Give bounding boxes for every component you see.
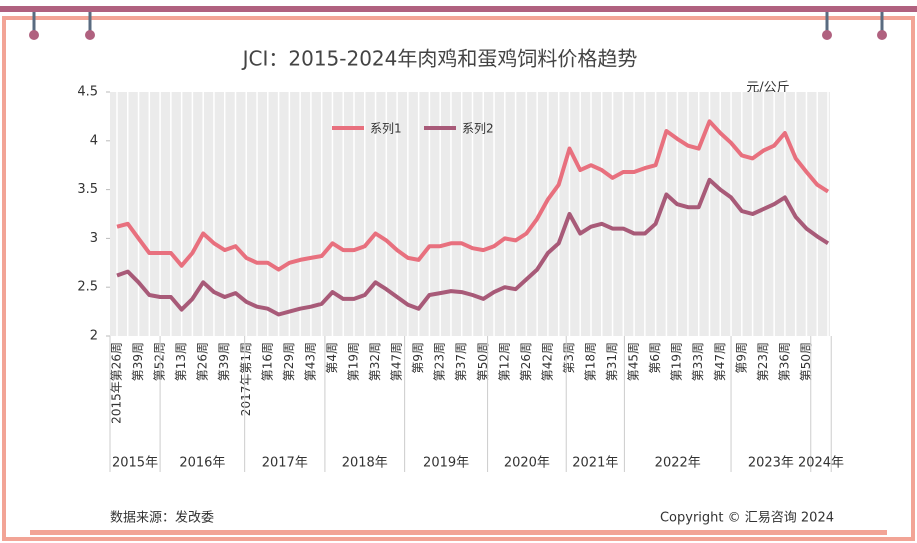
x-group-label: 2024年 — [798, 456, 844, 471]
x-tick-label: 第18周 — [584, 342, 598, 381]
chart-title: JCI：2015-2024年肉鸡和蛋鸡饲料价格趋势 — [241, 47, 638, 71]
x-tick-label: 第13周 — [174, 342, 188, 381]
x-tick-label: 第16周 — [260, 342, 274, 381]
y-tick-label: 2.5 — [77, 280, 98, 295]
x-group-label: 2017年 — [262, 456, 308, 471]
x-group-label: 2022年 — [655, 456, 701, 471]
x-tick-label: 第31周 — [605, 342, 619, 381]
source: 数据来源：发改委 — [110, 510, 214, 526]
y-tick-label: 3 — [90, 231, 98, 246]
legend-label: 系列1 — [370, 122, 402, 136]
x-tick-label: 第36周 — [777, 342, 791, 381]
y-tick-label: 2 — [90, 329, 98, 344]
x-group-label: 2019年 — [423, 456, 469, 471]
y-tick-label: 4 — [90, 133, 98, 148]
x-tick-label: 第19周 — [670, 342, 684, 381]
x-group-label: 2018年 — [342, 456, 388, 471]
x-tick-label: 2017年第1周 — [239, 342, 253, 416]
x-tick-label: 第29周 — [282, 342, 296, 381]
x-tick-label: 第6周 — [648, 342, 662, 374]
x-group-label: 2015年 — [112, 456, 158, 471]
x-group-label: 2016年 — [179, 456, 225, 471]
x-tick-label: 第37周 — [454, 342, 468, 381]
x-tick-label: 第12周 — [497, 342, 511, 381]
x-tick-label: 第47周 — [390, 342, 404, 381]
bottom-bar — [30, 530, 887, 535]
x-tick-label: 第45周 — [627, 342, 641, 381]
x-tick-label: 第26周 — [196, 342, 210, 381]
legend-label: 系列2 — [462, 122, 494, 136]
x-tick-label: 第42周 — [540, 342, 554, 381]
copyright: Copyright © 汇易咨询 2024 — [660, 511, 834, 526]
x-tick-label: 第39周 — [131, 342, 145, 381]
y-tick-label: 4.5 — [77, 85, 98, 100]
x-group-label: 2021年 — [572, 456, 618, 471]
top-bar — [0, 6, 917, 12]
x-tick-label: 第43周 — [303, 342, 317, 381]
x-group-label: 2023年 — [748, 456, 794, 471]
x-tick-label: 第26周 — [519, 342, 533, 381]
x-group-label: 2020年 — [504, 456, 550, 471]
x-tick-label: 第23周 — [433, 342, 447, 381]
x-tick-label: 第9周 — [411, 342, 425, 374]
x-tick-label: 2015年第26周 — [110, 342, 124, 424]
x-tick-label: 第47周 — [713, 342, 727, 381]
chart: JCI：2015-2024年肉鸡和蛋鸡饲料价格趋势 元/公斤 数据来源：发改委 … — [0, 0, 917, 543]
x-tick-label: 第39周 — [217, 342, 231, 381]
y-tick-label: 3.5 — [77, 182, 98, 197]
x-tick-label: 第23周 — [756, 342, 770, 381]
x-tick-label: 第19周 — [347, 342, 361, 381]
x-tick-label: 第33周 — [691, 342, 705, 381]
x-tick-label: 第4周 — [325, 342, 339, 374]
x-tick-label: 第3周 — [562, 342, 576, 374]
x-tick-label: 第9周 — [734, 342, 748, 374]
x-tick-label: 第32周 — [368, 342, 382, 381]
